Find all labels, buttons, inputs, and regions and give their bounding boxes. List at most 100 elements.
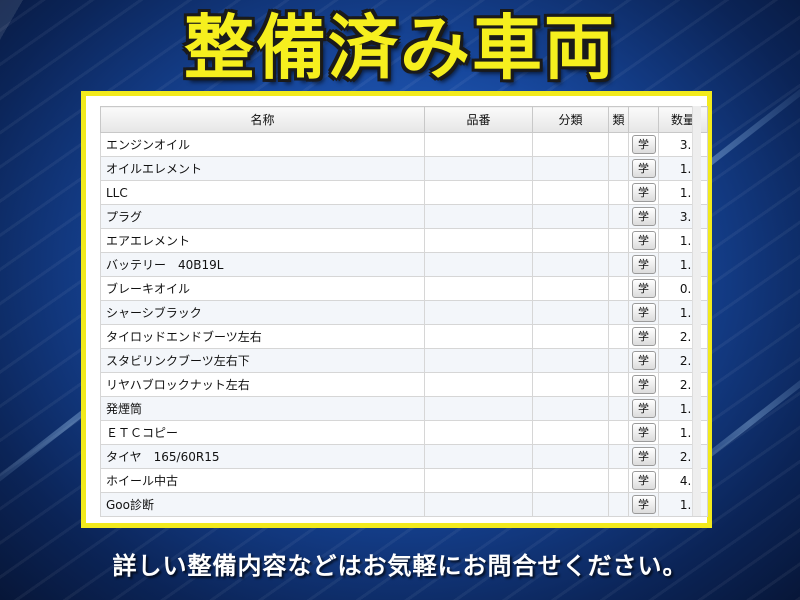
kind-cell [608,444,629,469]
kind-cell [608,156,629,181]
part-number-cell [424,396,533,421]
table-row[interactable]: Goo診断学 1.0 [100,492,708,517]
learn-button[interactable]: 学 [631,159,656,178]
category-cell [532,348,609,373]
button-cell: 学 [628,348,659,373]
banner-title: 整備済み車両 [184,7,616,89]
part-name: 発煙筒 [100,396,425,421]
button-cell: 学 [628,444,659,469]
learn-button[interactable]: 学 [631,303,656,322]
part-number-cell [424,492,533,517]
table-row[interactable]: ホイール中古学 4.0 [100,468,708,493]
part-number-cell [424,252,533,277]
table-row[interactable]: プラグ学 3.0 [100,204,708,229]
kind-cell [608,492,629,517]
parts-table: 名称 品番 分類 類 数量 エンジンオイル学 3.0 オイルエレメント学 1.0 LLC… [100,106,708,517]
kind-cell [608,372,629,397]
category-cell [532,204,609,229]
learn-button[interactable]: 学 [631,207,656,226]
part-number-cell [424,180,533,205]
kind-cell [608,348,629,373]
part-number-cell [424,348,533,373]
category-cell [532,276,609,301]
table-row[interactable]: エンジンオイル学 3.0 [100,132,708,157]
learn-button[interactable]: 学 [631,495,656,514]
category-cell [532,132,609,157]
button-cell: 学 [628,492,659,517]
part-name: ホイール中古 [100,468,425,493]
part-name: タイロッドエンドブーツ左右 [100,324,425,349]
header-name[interactable]: 名称 [100,106,425,133]
learn-button[interactable]: 学 [631,327,656,346]
kind-cell [608,180,629,205]
part-name: エアエレメント [100,228,425,253]
table-row[interactable]: リヤハブロックナット左右学 2.0 [100,372,708,397]
category-cell [532,324,609,349]
scrollbar[interactable] [692,106,701,516]
button-cell: 学 [628,204,659,229]
category-cell [532,492,609,517]
learn-button[interactable]: 学 [631,255,656,274]
learn-button[interactable]: 学 [631,447,656,466]
button-cell: 学 [628,300,659,325]
learn-button[interactable]: 学 [631,399,656,418]
table-row[interactable]: シャーシブラック学 1.0 [100,300,708,325]
part-number-cell [424,276,533,301]
table-row[interactable]: ブレーキオイル学 0.5 [100,276,708,301]
part-number-cell [424,156,533,181]
header-part-no[interactable]: 品番 [424,106,533,133]
part-number-cell [424,324,533,349]
part-name: ブレーキオイル [100,276,425,301]
footer-message: 詳しい整備内容などはお気軽にお問合せください。 [112,552,688,580]
category-cell [532,468,609,493]
learn-button[interactable]: 学 [631,135,656,154]
header-kind[interactable]: 類 [608,106,629,133]
kind-cell [608,300,629,325]
learn-button[interactable]: 学 [631,183,656,202]
category-cell [532,444,609,469]
learn-button[interactable]: 学 [631,351,656,370]
learn-button[interactable]: 学 [631,471,656,490]
button-cell: 学 [628,132,659,157]
part-number-cell [424,204,533,229]
part-name: オイルエレメント [100,156,425,181]
category-cell [532,252,609,277]
kind-cell [608,324,629,349]
table-row[interactable]: オイルエレメント学 1.0 [100,156,708,181]
learn-button[interactable]: 学 [631,423,656,442]
button-cell: 学 [628,372,659,397]
button-cell: 学 [628,252,659,277]
part-number-cell [424,444,533,469]
category-cell [532,396,609,421]
table-row[interactable]: スタビリンクブーツ左右下学 2.0 [100,348,708,373]
learn-button[interactable]: 学 [631,375,656,394]
kind-cell [608,132,629,157]
table-row[interactable]: タイロッドエンドブーツ左右学 2.0 [100,324,708,349]
learn-button[interactable]: 学 [631,231,656,250]
button-cell: 学 [628,276,659,301]
part-name: スタビリンクブーツ左右下 [100,348,425,373]
table-body: エンジンオイル学 3.0 オイルエレメント学 1.0 LLC 学 1.0 プラグ学 3.0 エアエ… [100,132,708,517]
header-category[interactable]: 分類 [532,106,609,133]
table-row[interactable]: 発煙筒学 1.0 [100,396,708,421]
button-cell: 学 [628,180,659,205]
table-header-row: 名称 品番 分類 類 数量 [100,106,708,133]
table-row[interactable]: バッテリー 40B19L 学 1.0 [100,252,708,277]
button-cell: 学 [628,324,659,349]
header-button-col [628,106,659,133]
category-cell [532,228,609,253]
kind-cell [608,420,629,445]
button-cell: 学 [628,420,659,445]
kind-cell [608,396,629,421]
part-name: リヤハブロックナット左右 [100,372,425,397]
learn-button[interactable]: 学 [631,279,656,298]
table-row[interactable]: ＥＴＣコピー学 1.0 [100,420,708,445]
part-name: バッテリー 40B19L [100,252,425,277]
table-row[interactable]: タイヤ 165/60R15 学 2.0 [100,444,708,469]
button-cell: 学 [628,396,659,421]
table-row[interactable]: LLC 学 1.0 [100,180,708,205]
category-cell [532,180,609,205]
category-cell [532,372,609,397]
part-name: シャーシブラック [100,300,425,325]
table-row[interactable]: エアエレメント学 1.0 [100,228,708,253]
